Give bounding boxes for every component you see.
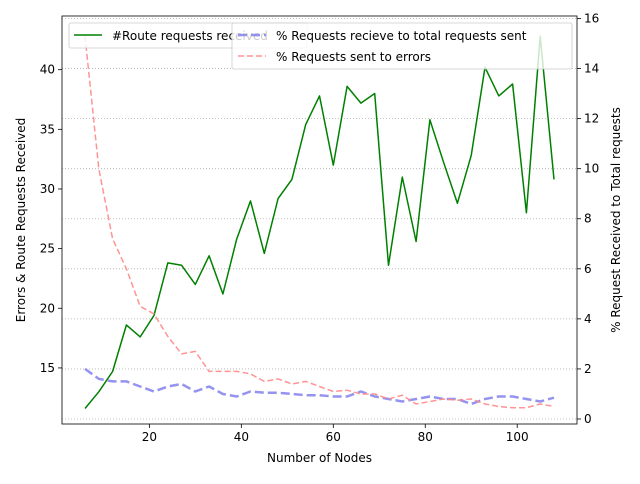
y-right-tick-label: 4	[584, 312, 592, 326]
y-left-axis-ticks: 15 20 25 30 35 40	[40, 63, 62, 375]
y-left-tick-label: 25	[40, 242, 55, 256]
x-axis-ticks: 20 40 60 80 100	[142, 424, 529, 444]
series-line-0	[84, 35, 555, 409]
y-right-tick-label: 10	[584, 162, 599, 176]
series-line-1	[84, 367, 555, 406]
y-left-axis-label: Errors & Route Requests Received	[14, 118, 28, 323]
x-tick-label: 40	[234, 430, 249, 444]
legend-label-requests-to-errors: % Requests sent to errors	[276, 50, 431, 64]
y-right-tick-label: 0	[584, 412, 592, 426]
y-right-tick-label: 6	[584, 262, 592, 276]
y-right-axis-label: % Request Received to Total requests	[609, 107, 623, 333]
legend-label-route-requests: #Route requests received	[112, 29, 268, 43]
y-right-tick-label: 12	[584, 112, 599, 126]
y-right-axis-ticks: 0 2 4 6 8 10 12 14 16	[577, 12, 599, 426]
y-left-tick-label: 35	[40, 122, 55, 136]
y-right-tick-label: 14	[584, 62, 599, 76]
y-right-tick-label: 16	[584, 12, 599, 26]
y-left-tick-label: 30	[40, 182, 55, 196]
series-line-2	[84, 35, 555, 409]
x-tick-label: 80	[418, 430, 433, 444]
legend-box	[231, 22, 573, 70]
legend-label-requests-received-ratio: % Requests recieve to total requests sen…	[276, 29, 527, 43]
y-right-tick-label: 2	[584, 362, 592, 376]
x-tick-label: 20	[142, 430, 157, 444]
y-right-tick-label: 8	[584, 212, 592, 226]
x-tick-label: 100	[506, 430, 529, 444]
y-left-tick-label: 40	[40, 63, 55, 77]
x-axis-label: Number of Nodes	[267, 451, 372, 465]
x-tick-label: 60	[326, 430, 341, 444]
plot-frame	[61, 15, 578, 425]
y-left-tick-label: 20	[40, 301, 55, 315]
y-left-tick-label: 15	[40, 361, 55, 375]
grid-lines	[62, 18, 577, 420]
series-lines	[84, 35, 555, 409]
legend-right-axis: % Requests recieve to total requests sen…	[231, 22, 573, 70]
